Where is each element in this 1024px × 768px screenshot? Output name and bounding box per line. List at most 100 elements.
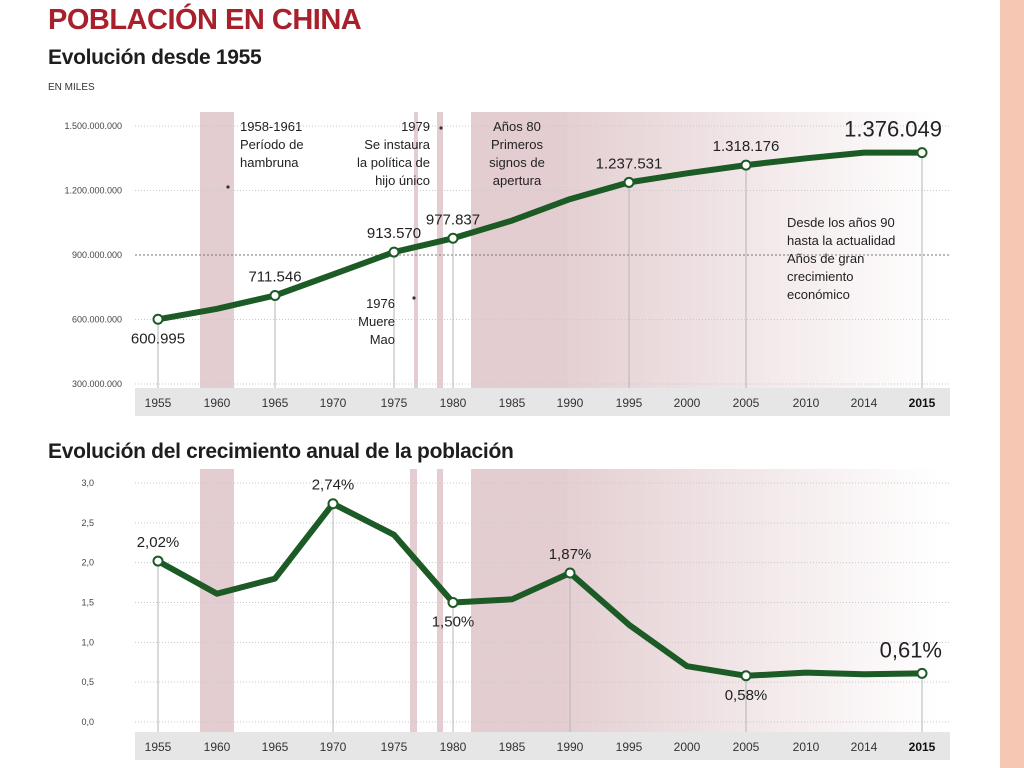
- x-tick-label: 2010: [793, 396, 820, 410]
- accent-strip: [1000, 0, 1024, 768]
- data-point: [740, 670, 752, 682]
- x-tick-label: 1965: [262, 396, 289, 410]
- annotation-crecimiento-line: crecimiento: [787, 269, 853, 284]
- x-tick-label: 1995: [616, 740, 643, 754]
- y-tick-label: 1.500.000.000: [64, 121, 122, 131]
- x-tick-label: 1995: [616, 396, 643, 410]
- annotation-apertura-line: signos de: [489, 155, 545, 170]
- x-tick-label: 1980: [440, 396, 467, 410]
- data-label: 1.376.049: [844, 117, 942, 142]
- data-label: 977.837: [426, 211, 480, 228]
- series-line: [155, 500, 925, 679]
- annotation-apertura-line: Años 80: [493, 119, 541, 134]
- x-axis-band: [135, 388, 950, 416]
- period-shade-band: [410, 469, 417, 732]
- y-tick-label: 900.000.000: [72, 250, 122, 260]
- x-tick-label: 1960: [204, 396, 231, 410]
- annotation-crecimiento-line: económico: [787, 287, 850, 302]
- x-tick-label: 2015: [909, 396, 936, 410]
- growth-period-shade: [567, 469, 940, 732]
- x-tick-label: 1980: [440, 740, 467, 754]
- y-tick-label: 2,0: [81, 558, 94, 568]
- chart-1-unit-label: EN MILES: [48, 82, 95, 93]
- data-label: 0,58%: [725, 687, 768, 704]
- charts-canvas: 1.500.000.000 1.200.000.000 900.000.000 600…: [64, 112, 950, 760]
- x-tick-label: 1970: [320, 396, 347, 410]
- annotation-hijo-unico-line: 1979: [401, 119, 430, 134]
- period-shade-band: [437, 469, 443, 732]
- y-tick-label: 1,5: [81, 598, 94, 608]
- annotation-mao-line: Muere: [358, 314, 395, 329]
- x-tick-label: 1990: [557, 740, 584, 754]
- x-tick-label: 2010: [793, 740, 820, 754]
- annotation-mao-line: 1976: [366, 296, 395, 311]
- x-tick-label: 2014: [851, 396, 878, 410]
- y-tick-label: 0,5: [81, 677, 94, 687]
- data-point: [152, 313, 164, 325]
- data-point: [564, 567, 576, 579]
- data-label: 2,74%: [312, 477, 355, 494]
- y-tick-label: 600.000.000: [72, 315, 122, 325]
- annotation-hambruna-line: hambruna: [240, 155, 299, 170]
- data-label: 600.995: [131, 330, 185, 347]
- data-point: [916, 147, 928, 159]
- data-point: [388, 246, 400, 258]
- x-tick-label: 1975: [381, 740, 408, 754]
- data-label: 0,61%: [880, 637, 942, 662]
- period-shade-band: [471, 112, 567, 388]
- x-tick-label: 1970: [320, 740, 347, 754]
- series-line: [155, 149, 925, 323]
- x-tick-label: 1960: [204, 740, 231, 754]
- annotation-hambruna-line: 1958-1961: [240, 119, 302, 134]
- annotation-crecimiento-line: Desde los años 90: [787, 215, 895, 230]
- y-tick-label: 300.000.000: [72, 379, 122, 389]
- y-tick-label: 1,0: [81, 637, 94, 647]
- data-label: 1,50%: [432, 614, 475, 631]
- x-tick-label: 2014: [851, 740, 878, 754]
- annotation-crecimiento-line: Años de gran: [787, 251, 864, 266]
- y-tick-label: 3,0: [81, 478, 94, 488]
- data-point: [740, 159, 752, 171]
- data-label: 1.318.176: [713, 138, 780, 155]
- x-tick-label: 2015: [909, 740, 936, 754]
- x-tick-label: 1985: [499, 740, 526, 754]
- x-tick-label: 2005: [733, 396, 760, 410]
- annotation-hijo-unico-line: la política de: [357, 155, 430, 170]
- data-label: 2,02%: [137, 534, 180, 551]
- data-label: 1.237.531: [596, 155, 663, 172]
- period-shade-band: [200, 469, 234, 732]
- annotation-pointer-dot: [226, 185, 230, 189]
- annotation-pointer-dot: [439, 126, 443, 130]
- data-label: 913.570: [367, 225, 421, 242]
- chart-2-title: Evolución del crecimiento anual de la po…: [48, 440, 514, 463]
- data-label: 1,87%: [549, 546, 592, 563]
- x-tick-label: 1975: [381, 396, 408, 410]
- period-shade-band: [200, 112, 234, 388]
- annotation-apertura-line: apertura: [493, 173, 542, 188]
- annotation-hijo-unico-line: Se instaura: [364, 137, 431, 152]
- data-point: [327, 498, 339, 510]
- y-tick-label: 1.200.000.000: [64, 186, 122, 196]
- x-tick-label: 1990: [557, 396, 584, 410]
- data-label: 711.546: [248, 269, 301, 286]
- x-tick-label: 1955: [145, 396, 172, 410]
- x-tick-label: 1985: [499, 396, 526, 410]
- period-shade-band: [437, 112, 443, 388]
- y-tick-label: 0,0: [81, 717, 94, 727]
- annotation-hijo-unico-line: hijo único: [375, 173, 430, 188]
- chart-1-title: Evolución desde 1955: [48, 46, 262, 69]
- data-point: [447, 597, 459, 608]
- x-tick-label: 2005: [733, 740, 760, 754]
- annotation-pointer-dot: [412, 296, 416, 300]
- data-point: [916, 667, 928, 679]
- page-title: POBLACIÓN EN CHINA: [48, 4, 362, 36]
- data-point: [623, 176, 635, 188]
- annotation-hambruna-line: Período de: [240, 137, 304, 152]
- x-tick-label: 2000: [674, 396, 701, 410]
- data-point: [447, 232, 459, 244]
- data-point: [269, 290, 281, 302]
- annotation-apertura-line: Primeros: [491, 137, 544, 152]
- data-point: [152, 555, 164, 567]
- x-tick-label: 1965: [262, 740, 289, 754]
- x-tick-label: 2000: [674, 740, 701, 754]
